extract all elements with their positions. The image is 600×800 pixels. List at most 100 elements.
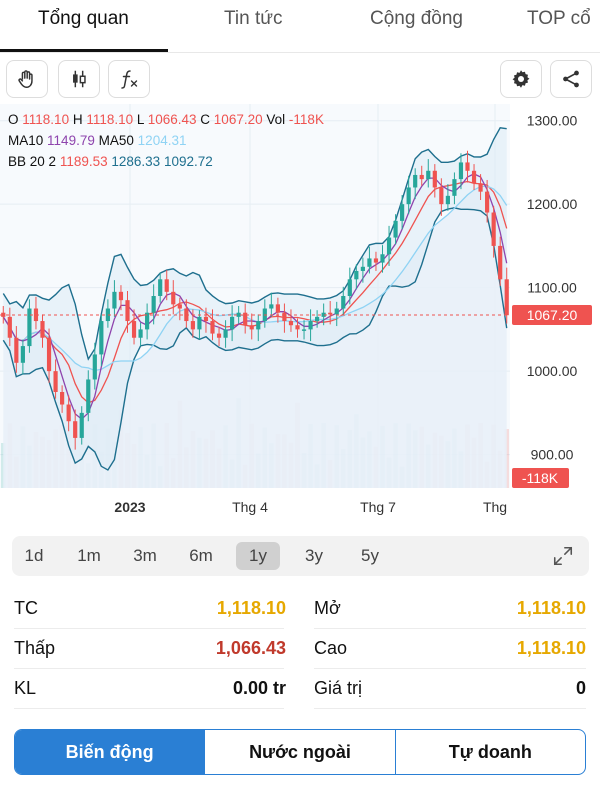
candle-body <box>465 162 470 171</box>
ma10-label: MA10 <box>8 133 44 148</box>
tab-top[interactable]: TOP cổ <box>527 8 591 29</box>
segment-bien-dong[interactable]: Biến động <box>15 730 205 774</box>
candle-body <box>112 291 117 309</box>
y-tick-label: 1100.00 <box>527 280 577 296</box>
price-chart[interactable]: 1300.00 1200.00 1100.00 1000.00 900.00 2023 T… <box>0 104 600 522</box>
tab-news[interactable]: Tin tức <box>224 8 283 29</box>
range-6m[interactable]: 6m <box>189 546 213 565</box>
settings-button[interactable] <box>500 60 542 98</box>
share-icon <box>563 70 579 88</box>
y-tick-label: 1000.00 <box>527 363 578 379</box>
tab-community[interactable]: Cộng đồng <box>370 8 463 29</box>
volume-stat-value: 0.00 tr <box>232 678 286 698</box>
candle-body <box>491 212 496 246</box>
bollinger-band-fill <box>3 127 507 471</box>
candle-body <box>210 321 215 334</box>
candle-body <box>1 312 6 317</box>
segment-tu-doanh[interactable]: Tự doanh <box>394 730 585 774</box>
candle-body <box>328 312 333 315</box>
hand-icon <box>18 70 33 88</box>
expand-button[interactable] <box>552 545 574 567</box>
candle-body <box>504 279 509 316</box>
candle-body <box>478 183 483 192</box>
candle-body <box>86 379 91 413</box>
expand-icon <box>553 546 573 566</box>
candle-body <box>190 321 195 330</box>
segment-nuoc-ngoai[interactable]: Nước ngoài <box>204 730 394 774</box>
candle-body <box>308 321 313 330</box>
share-button[interactable] <box>550 60 592 98</box>
candle-body <box>33 308 39 322</box>
tc-value: 1,118.10 <box>216 598 286 618</box>
candle-body <box>60 392 65 405</box>
tab-overview[interactable]: Tổng quan <box>38 8 129 29</box>
candlestick-chart[interactable]: 1300.00 1200.00 1100.00 1000.00 900.00 2023 T… <box>0 104 600 522</box>
candle-type-button[interactable] <box>58 60 100 98</box>
candle-body <box>256 321 261 330</box>
candle-body <box>295 325 300 330</box>
candle-body <box>400 204 405 221</box>
close-label: C <box>200 112 211 127</box>
function-icon <box>121 70 138 89</box>
volume-stat-label: KL <box>14 678 37 698</box>
candle-body <box>458 162 464 180</box>
bollinger-lower-line <box>2 207 508 471</box>
candle-body <box>367 258 372 267</box>
candle-body <box>269 304 274 309</box>
candle-body <box>53 371 58 392</box>
indicators-button[interactable] <box>108 60 150 98</box>
low-stat-label: Thấp <box>14 638 56 658</box>
candle-body <box>275 304 280 313</box>
candle-body <box>138 329 143 338</box>
range-3m[interactable]: 3m <box>133 546 157 565</box>
candle-body <box>321 312 326 317</box>
candle-body <box>373 258 379 263</box>
bb-label: BB 20 2 <box>8 154 57 169</box>
x-tick-label: Thg 7 <box>360 499 396 515</box>
candle-body <box>27 308 32 347</box>
candle-body <box>7 316 12 338</box>
hand-tool-button[interactable] <box>6 60 48 98</box>
candle-body <box>380 254 385 263</box>
candle-body <box>334 308 339 315</box>
volume-bar <box>504 429 510 488</box>
candle-body <box>105 308 110 322</box>
high-stat-label: Cao <box>314 638 348 658</box>
low-stat-value: 1,066.43 <box>215 638 286 658</box>
candle-body <box>230 316 235 330</box>
candle-body <box>341 296 346 309</box>
candle-body <box>426 170 431 180</box>
ma50-label: MA50 <box>98 133 134 148</box>
close-value: 1067.20 <box>213 112 263 127</box>
candle-body <box>471 170 477 184</box>
range-1m[interactable]: 1m <box>77 546 101 565</box>
candle-body <box>164 279 169 292</box>
candle-body <box>171 291 176 305</box>
y-tick-label: 1200.00 <box>527 196 578 212</box>
range-1y[interactable]: 1y <box>236 542 280 570</box>
low-value: 1066.43 <box>147 112 197 127</box>
candle-body <box>360 266 365 271</box>
bb-legend: BB 20 2 1189.53 1286.33 1092.72 <box>8 154 213 169</box>
top-tab-bar: Tổng quan Tin tức Cộng đồng TOP cổ <box>0 0 600 53</box>
open-label: O <box>8 112 19 127</box>
candle-body <box>73 421 78 438</box>
range-5y[interactable]: 5y <box>361 546 379 565</box>
x-tick-label: Thg 4 <box>232 499 268 515</box>
open-stat-label: Mở <box>314 598 341 618</box>
range-1d[interactable]: 1d <box>24 546 44 565</box>
candle-body <box>393 220 398 238</box>
candle-body <box>498 245 503 280</box>
tc-label: TC <box>14 598 38 618</box>
value-stat-value: 0 <box>575 678 586 698</box>
candle-body <box>66 404 71 422</box>
candle-body <box>118 291 124 301</box>
ma50-value: 1204.31 <box>137 133 187 148</box>
segment-control: Biến động Nước ngoài Tự doanh <box>14 729 586 775</box>
candle-body <box>177 304 182 309</box>
candle-body <box>99 321 104 355</box>
high-label: H <box>72 112 83 127</box>
bb-mid-value: 1189.53 <box>59 154 108 169</box>
candle-body <box>203 316 209 322</box>
range-3y[interactable]: 3y <box>305 546 323 565</box>
